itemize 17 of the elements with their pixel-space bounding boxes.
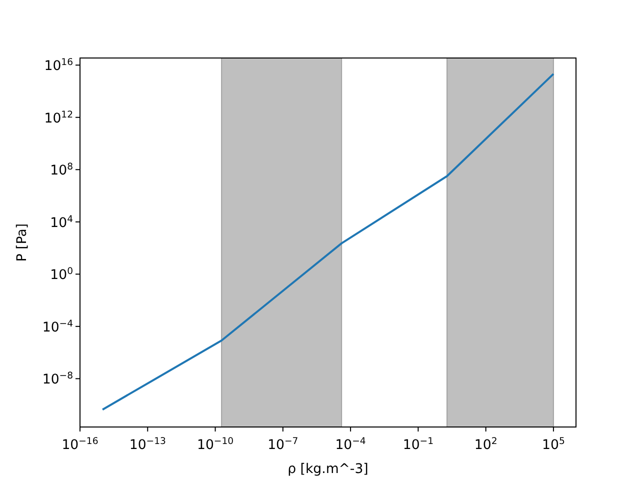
x-tick-label: 10$^{5}$ (542, 436, 565, 453)
x-tick-label: 10$^{−1}$ (402, 436, 434, 453)
x-tick-label: 10$^{−16}$ (62, 436, 98, 453)
y-tick-label: 10$^{16}$ (44, 56, 74, 74)
x-tick-label: 10$^{−7}$ (268, 436, 298, 453)
x-tick-label: 10$^{2}$ (474, 436, 498, 453)
y-tick-label: 10$^{−8}$ (42, 370, 74, 388)
y-tick-label: 10$^{8}$ (50, 161, 74, 179)
x-axis-title: ρ [kg.m^-3] (288, 462, 368, 477)
x-tick-label: 10$^{−10}$ (197, 436, 234, 453)
y-tick-label: 10$^{−4}$ (42, 318, 74, 336)
y-tick-label: 10$^{12}$ (44, 108, 73, 126)
y-tick-label: 10$^{4}$ (50, 213, 74, 231)
y-tick-label: 10$^{0}$ (50, 266, 74, 284)
x-tick-label: 10$^{−4}$ (335, 436, 366, 453)
x-tick-label: 10$^{−13}$ (129, 436, 166, 453)
y-axis-title: P [Pa] (15, 223, 30, 262)
